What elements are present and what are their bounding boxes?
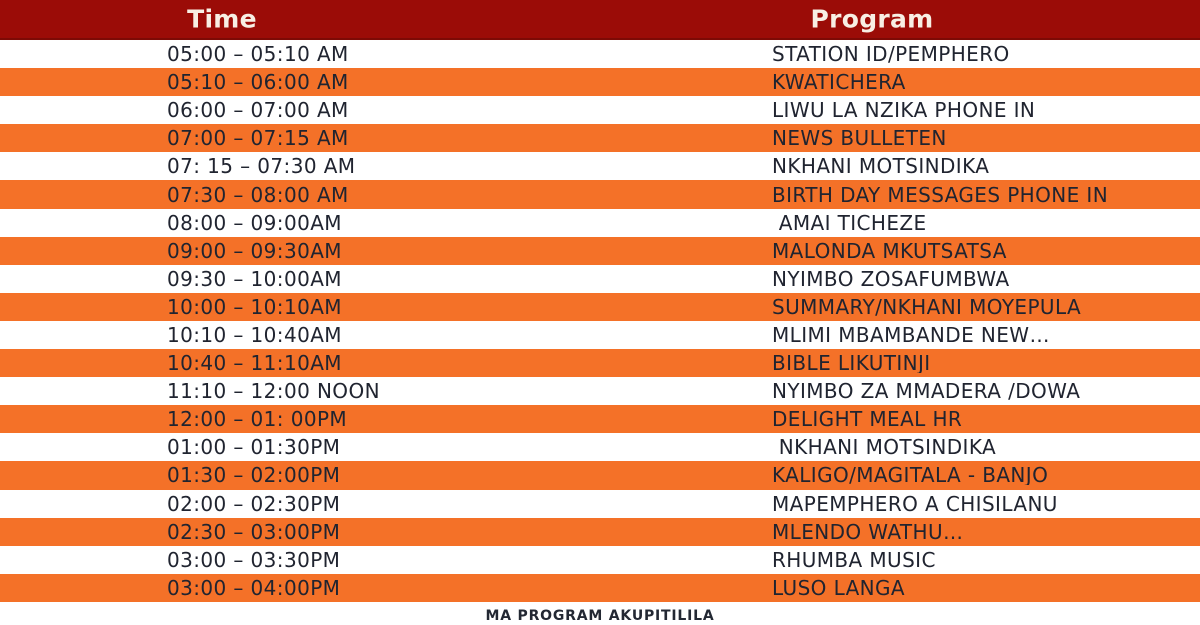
program-cell: STATION ID/PEMPHERO	[772, 44, 1010, 65]
program-cell: NKHANI MOTSINDIKA	[772, 156, 990, 177]
table-row: 07:00 – 07:15 AM NEWS BULLETEN	[0, 124, 1200, 153]
time-cell: 08:00 – 09:00AM	[167, 212, 342, 233]
program-cell: DELIGHT MEAL HR	[772, 409, 963, 430]
program-cell: NKHANI MOTSINDIKA	[772, 437, 997, 458]
program-column-header: Program	[810, 4, 934, 34]
table-row: 05:10 – 06:00 AM KWATICHERA	[0, 68, 1200, 97]
program-cell: SUMMARY/NKHANI MOYEPULA	[772, 296, 1082, 317]
table-row: 11:10 – 12:00 NOON NYIMBO ZA MMADERA /DO…	[0, 377, 1200, 406]
time-cell: 03:00 – 03:30PM	[167, 549, 341, 570]
table-row: 10:00 – 10:10AM SUMMARY/NKHANI MOYEPULA	[0, 292, 1200, 321]
time-cell: 01:30 – 02:00PM	[167, 465, 341, 486]
time-cell: 02:00 – 02:30PM	[167, 493, 341, 514]
program-cell: NEWS BULLETEN	[772, 128, 947, 149]
table-row: 07:30 – 08:00 AM BIRTH DAY MESSAGES PHON…	[0, 180, 1200, 209]
table-row: 09:30 – 10:00AM NYIMBO ZOSAFUMBWA	[0, 264, 1200, 293]
time-cell: 12:00 – 01: 00PM	[167, 409, 348, 430]
table-row: 12:00 – 01: 00PM DELIGHT MEAL HR	[0, 405, 1200, 434]
program-cell: KWATICHERA	[772, 72, 906, 93]
table-row: 03:00 – 04:00PM LUSO LANGA	[0, 573, 1200, 602]
time-cell: 10:10 – 10:40AM	[167, 324, 342, 345]
program-cell: BIRTH DAY MESSAGES PHONE IN	[772, 184, 1109, 205]
time-cell: 03:00 – 04:00PM	[167, 577, 341, 598]
time-cell: 09:30 – 10:00AM	[167, 268, 342, 289]
time-cell: 09:00 – 09:30AM	[167, 240, 342, 261]
time-cell: 05:10 – 06:00 AM	[167, 72, 349, 93]
time-cell: 05:00 – 05:10 AM	[167, 44, 349, 65]
program-cell: MLIMI MBAMBANDE NEW…	[772, 324, 1050, 345]
time-cell: 07: 15 – 07:30 AM	[167, 156, 356, 177]
table-row: 10:10 – 10:40AM MLIMI MBAMBANDE NEW…	[0, 320, 1200, 350]
program-cell: LIWU LA NZIKA PHONE IN	[772, 100, 1036, 121]
table-body: 05:00 – 05:10 AM STATION ID/PEMPHERO 05:…	[0, 40, 1200, 602]
time-cell: 10:40 – 11:10AM	[167, 353, 342, 374]
time-column-header: Time	[187, 4, 257, 34]
time-cell: 02:30 – 03:00PM	[167, 521, 341, 542]
program-cell: NYIMBO ZOSAFUMBWA	[772, 268, 1010, 289]
table-row: 07: 15 – 07:30 AM NKHANI MOTSINDIKA	[0, 152, 1200, 181]
time-cell: 10:00 – 10:10AM	[167, 296, 342, 317]
table-row: 06:00 – 07:00 AM LIWU LA NZIKA PHONE IN	[0, 96, 1200, 125]
table-row: 03:00 – 03:30PM RHUMBA MUSIC	[0, 545, 1200, 574]
table-row: 02:30 – 03:00PM MLENDO WATHU…	[0, 517, 1200, 546]
footer-note: MA PROGRAM AKUPITILILA	[0, 602, 1200, 625]
table-header: Time Program	[0, 0, 1200, 40]
program-cell: MALONDA MKUTSATSA	[772, 240, 1007, 261]
table-row: 02:00 – 02:30PM MAPEMPHERO A CHISILANU	[0, 489, 1200, 518]
program-cell: BIBLE LIKUTINJI	[772, 353, 931, 374]
program-cell: KALIGO/MAGITALA - BANJO	[772, 465, 1049, 486]
program-cell: AMAI TICHEZE	[772, 212, 927, 233]
table-row: 01:00 – 01:30PM NKHANI MOTSINDIKA	[0, 433, 1200, 462]
program-cell: NYIMBO ZA MMADERA /DOWA	[772, 381, 1081, 402]
program-cell: LUSO LANGA	[772, 577, 906, 598]
table-row: 05:00 – 05:10 AM STATION ID/PEMPHERO	[0, 40, 1200, 69]
time-cell: 07:00 – 07:15 AM	[167, 128, 349, 149]
program-cell: MAPEMPHERO A CHISILANU	[772, 493, 1058, 514]
table-row: 10:40 – 11:10AM BIBLE LIKUTINJI	[0, 349, 1200, 378]
table-row: 09:00 – 09:30AM MALONDA MKUTSATSA	[0, 236, 1200, 265]
table-row: 01:30 – 02:00PM KALIGO/MAGITALA - BANJO	[0, 461, 1200, 490]
time-cell: 06:00 – 07:00 AM	[167, 100, 349, 121]
program-cell: RHUMBA MUSIC	[772, 549, 936, 570]
program-cell: MLENDO WATHU…	[772, 521, 964, 542]
table-row: 08:00 – 09:00AM AMAI TICHEZE	[0, 208, 1200, 237]
time-cell: 11:10 – 12:00 NOON	[167, 381, 380, 402]
time-cell: 01:00 – 01:30PM	[167, 437, 341, 458]
time-cell: 07:30 – 08:00 AM	[167, 184, 349, 205]
